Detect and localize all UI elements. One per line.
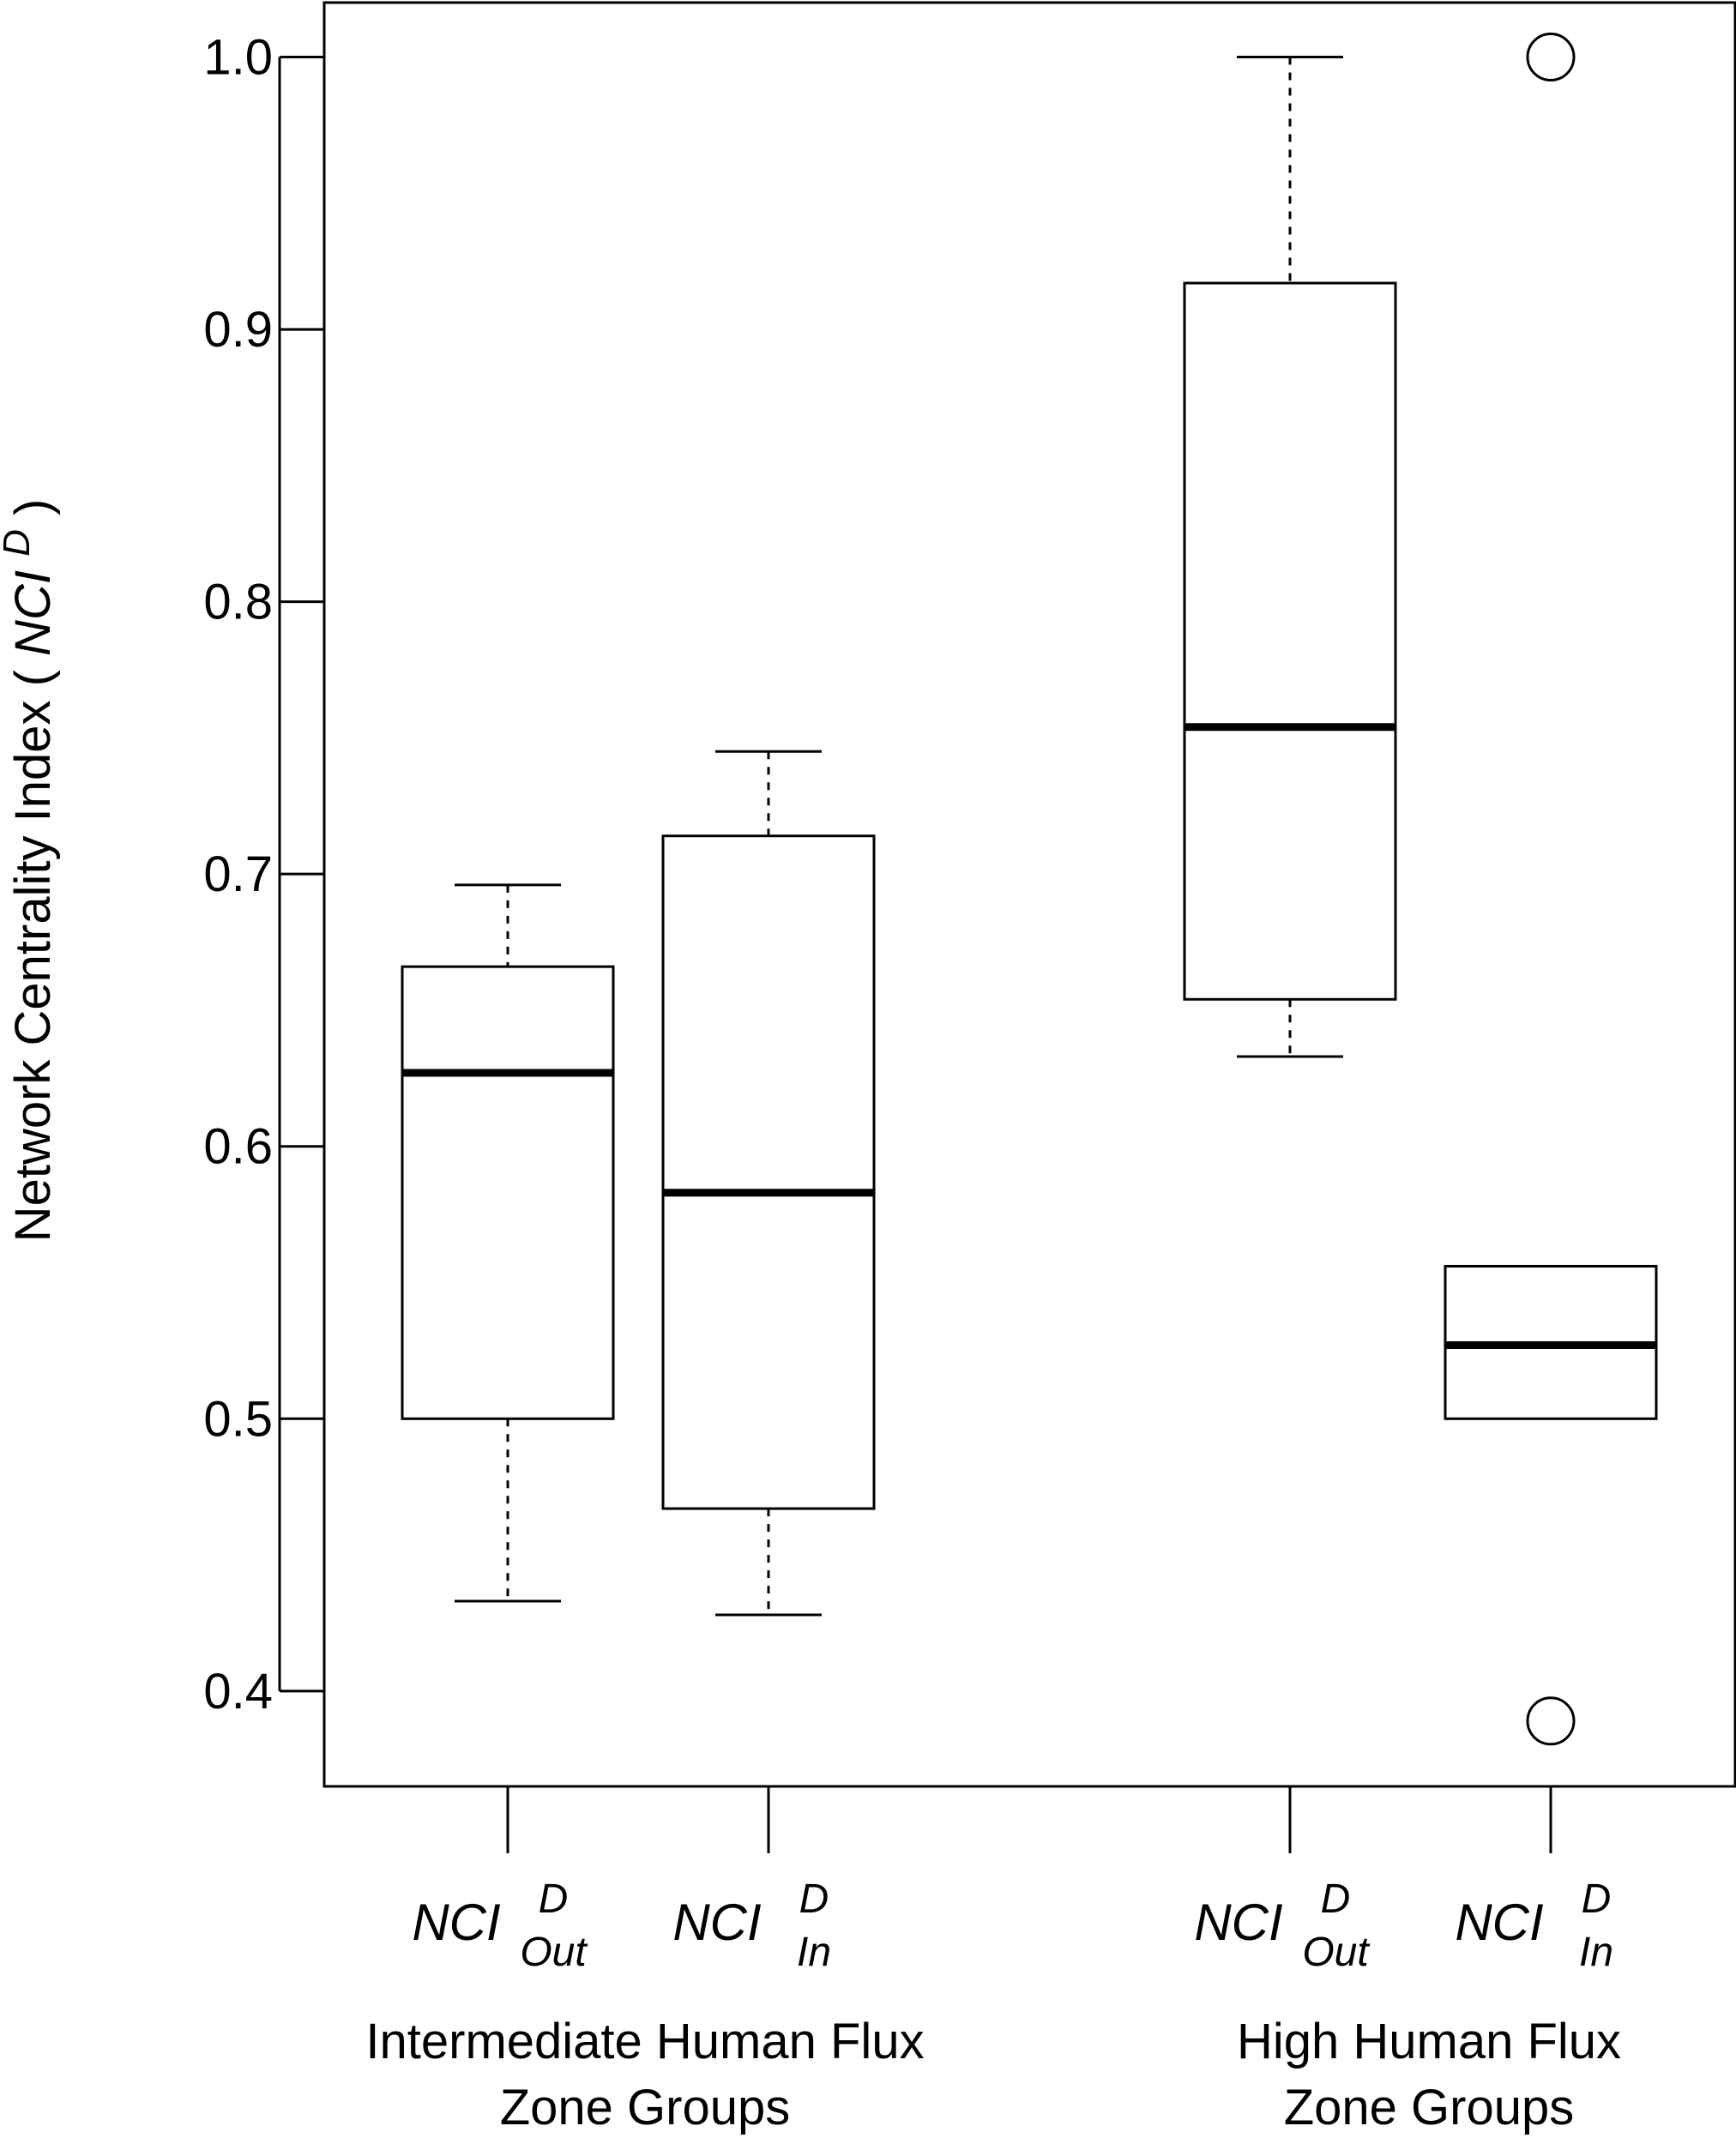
- group-label-0-line-0: Intermediate Human Flux: [365, 2014, 924, 2069]
- x-tick-label-3: NCI: [1455, 1894, 1543, 1951]
- x-tick-label-0-sup: D: [539, 1876, 569, 1922]
- x-tick-label-2: NCI: [1194, 1894, 1282, 1951]
- box-1-iqr: [661, 834, 876, 1510]
- group-label-1-line-0: High Human Flux: [1237, 2014, 1621, 2069]
- x-tick-label-1: NCI: [672, 1894, 761, 1951]
- box-2: [1183, 56, 1397, 1058]
- y-tick-label-2: 0.6: [203, 1119, 273, 1175]
- box-0: [401, 883, 615, 1603]
- box-3-outlier-0: [1526, 33, 1576, 82]
- x-tick-label-2-sub: Out: [1302, 1930, 1370, 1975]
- y-axis-title-text: Network Centrality Index: [5, 701, 61, 1243]
- x-axis: NCI D Out NCI D In NCI D Out NCI D In Intermediate H…: [365, 1786, 1621, 2135]
- group-label-1-line-1: Zone Groups: [1284, 2080, 1575, 2135]
- box-3: [1444, 33, 1658, 1746]
- y-tick-label-0: 0.4: [203, 1664, 273, 1719]
- x-tick-label-1-sup: D: [799, 1876, 829, 1922]
- box-2-iqr: [1183, 281, 1397, 1001]
- y-axis-title-math-base: NCI: [5, 570, 61, 656]
- x-tick-label-2-base: NCI: [1194, 1894, 1282, 1951]
- plot-frame: [322, 1, 1736, 1788]
- y-tick-label-1: 0.5: [203, 1391, 273, 1447]
- box-3-outlier-1: [1526, 1696, 1576, 1746]
- box-0-iqr: [401, 965, 615, 1420]
- y-tick-label-3: 0.7: [203, 846, 273, 902]
- x-tick-label-3-base: NCI: [1455, 1894, 1543, 1951]
- y-tick-label-4: 0.8: [203, 575, 273, 630]
- x-tick-label-0-base: NCI: [412, 1894, 500, 1951]
- boxes: [401, 33, 1658, 1746]
- y-axis-title-open-paren: (: [5, 670, 61, 686]
- y-tick-label-6: 1.0: [203, 30, 273, 86]
- y-axis-title: Network Centrality Index ( NCI D ): [0, 499, 61, 1243]
- y-tick-label-5: 0.9: [203, 302, 273, 358]
- x-tick-label-2-sup: D: [1321, 1876, 1351, 1922]
- x-tick-label-1-sub: In: [797, 1930, 831, 1975]
- x-tick-label-0-sub: Out: [520, 1930, 588, 1975]
- y-axis: 0.4 0.5 0.6 0.7 0.8 0.9 1.0: [203, 30, 324, 1719]
- x-tick-label-3-sub: In: [1579, 1930, 1613, 1975]
- y-axis-title-close-paren: ): [5, 499, 61, 515]
- group-label-0-line-1: Zone Groups: [500, 2080, 791, 2135]
- y-axis-title-math-sup: D: [0, 529, 38, 557]
- x-tick-label-3-sup: D: [1582, 1876, 1612, 1922]
- x-tick-label-1-base: NCI: [672, 1894, 761, 1951]
- box-1: [661, 750, 876, 1617]
- x-tick-label-0: NCI: [412, 1894, 500, 1951]
